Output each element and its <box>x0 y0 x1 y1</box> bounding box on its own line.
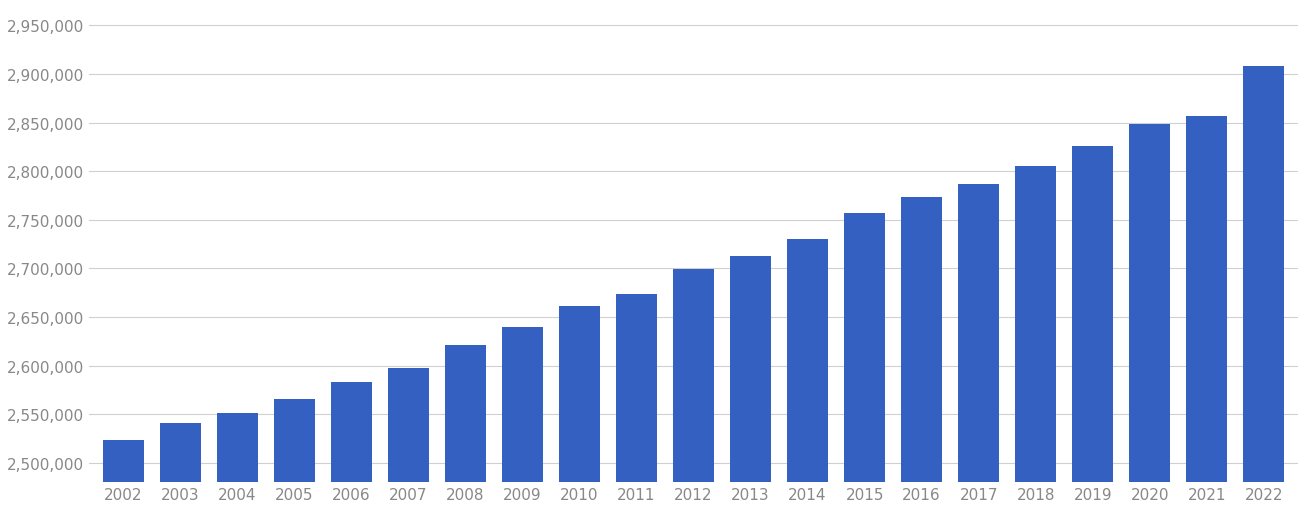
Bar <box>445 346 485 482</box>
Bar <box>673 270 714 482</box>
Bar <box>729 256 771 482</box>
Bar <box>902 198 942 482</box>
Bar <box>787 240 829 482</box>
Bar <box>159 423 201 482</box>
Bar <box>388 368 429 482</box>
Bar <box>616 294 656 482</box>
Bar <box>274 399 315 482</box>
Bar <box>1244 67 1284 482</box>
Bar <box>217 413 258 482</box>
Bar <box>1015 167 1056 482</box>
Bar <box>331 382 372 482</box>
Bar <box>559 306 600 482</box>
Bar <box>1186 117 1227 482</box>
Bar <box>502 327 543 482</box>
Bar <box>958 184 1000 482</box>
Bar <box>1073 147 1113 482</box>
Bar <box>103 440 144 482</box>
Bar <box>844 214 885 482</box>
Bar <box>1129 124 1171 482</box>
